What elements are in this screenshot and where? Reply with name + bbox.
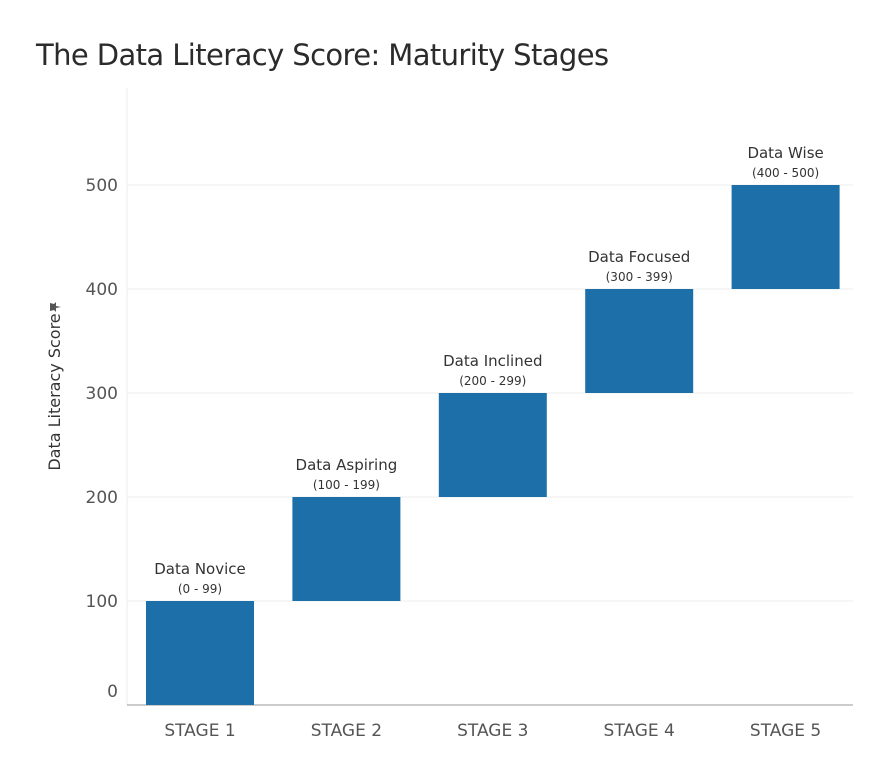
bar-range-label: (400 - 500): [752, 166, 819, 180]
pin-icon: [50, 302, 61, 312]
bar-range-label: (100 - 199): [313, 478, 380, 492]
x-tick-label: STAGE 3: [457, 721, 528, 741]
bar-1: [146, 601, 254, 705]
bar-stage-name: Data Novice: [154, 560, 246, 578]
bar-5: [731, 185, 840, 289]
bar-range-label: (200 - 299): [459, 374, 526, 388]
y-axis-title: Data Literacy Score: [45, 302, 64, 471]
x-tick-label: STAGE 2: [311, 721, 382, 741]
y-tick-label: 300: [86, 384, 118, 404]
bar-2: [292, 497, 401, 601]
y-tick-label: 200: [86, 488, 118, 508]
x-tick-label: STAGE 4: [604, 721, 675, 741]
bar-stage-name: Data Aspiring: [296, 456, 398, 474]
x-tick-label: STAGE 1: [164, 721, 235, 741]
axes: 0 100 200 300 400 500 STAGE 1 STAGE 2 STAGE 3 STA…: [86, 88, 853, 741]
bar-range-label: (0 - 99): [178, 582, 222, 596]
bar-stage-name: Data Wise: [747, 144, 823, 162]
y-tick-label: 0: [107, 682, 118, 702]
y-tick-label: 100: [86, 592, 118, 612]
bar-stage-name: Data Focused: [588, 248, 690, 266]
bars: [146, 185, 840, 705]
x-tick-label: STAGE 5: [750, 721, 821, 741]
bar-labels: Data Novice (0 - 99) Data Aspiring (100 - 1…: [154, 144, 824, 596]
y-axis-label: Data Literacy Score: [45, 313, 64, 470]
bar-range-label: (300 - 399): [606, 270, 673, 284]
bar-3: [438, 393, 547, 497]
bar-4: [585, 289, 694, 393]
y-tick-label: 400: [86, 280, 118, 300]
chart-title: The Data Literacy Score: Maturity Stages: [36, 38, 609, 72]
bar-stage-name: Data Inclined: [443, 352, 542, 370]
y-tick-label: 500: [86, 176, 118, 196]
